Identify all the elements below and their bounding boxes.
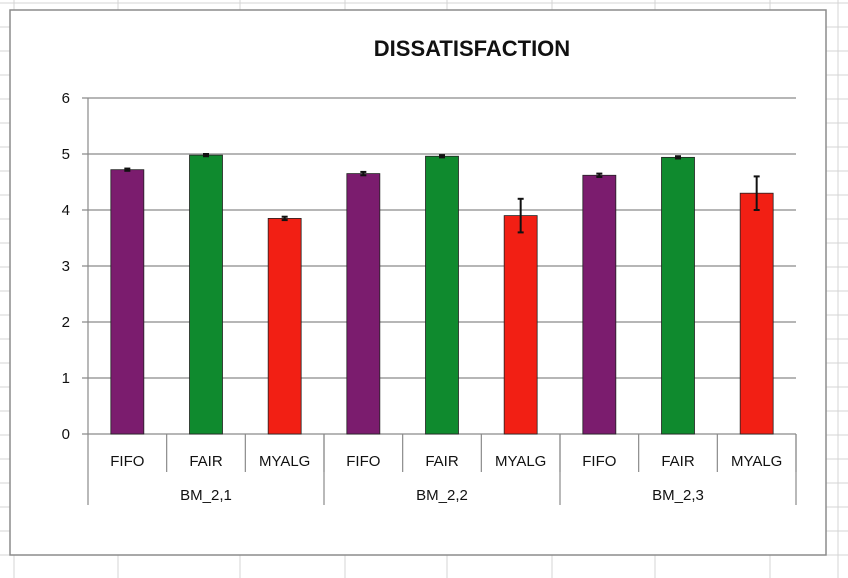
- error-bar: [439, 154, 445, 159]
- x-group-label: BM_2,2: [416, 487, 468, 504]
- y-axis-tick-labels: 0 1 2 3 4 5 6: [62, 90, 70, 443]
- y-tick-label: 1: [62, 370, 70, 387]
- bar-fifo: [110, 169, 145, 435]
- error-bar: [360, 170, 367, 177]
- x-axis: FIFO FAIR MYALG FIFO FAIR MYALG FIFO FAIR MYALG B…: [87, 434, 797, 505]
- bar-fifo: [346, 173, 381, 435]
- error-bars: [124, 153, 760, 234]
- y-tick-label: 2: [62, 314, 70, 331]
- error-bar: [124, 167, 131, 172]
- bars: [110, 154, 774, 435]
- y-tick-label: 5: [62, 146, 70, 163]
- x-tick-label: FAIR: [661, 453, 695, 470]
- y-tick-label: 3: [62, 258, 70, 275]
- chart-title: DISSATISFACTION: [374, 36, 570, 61]
- y-tick-label: 6: [62, 90, 70, 107]
- bar-fair: [189, 154, 223, 435]
- bar-fair: [425, 155, 459, 435]
- x-tick-label: FIFO: [110, 453, 144, 470]
- x-group-label: BM_2,3: [652, 487, 704, 504]
- error-bar: [517, 197, 524, 234]
- x-group-label: BM_2,1: [180, 487, 232, 504]
- error-bar: [203, 153, 209, 158]
- y-tick-label: 0: [62, 426, 70, 443]
- x-tick-label: MYALG: [495, 453, 546, 470]
- bar-myalg: [503, 215, 538, 435]
- x-tick-label: MYALG: [731, 453, 782, 470]
- x-tick-label: MYALG: [259, 453, 310, 470]
- error-bar: [753, 175, 760, 211]
- error-bar: [675, 155, 681, 160]
- bar-myalg: [267, 217, 302, 435]
- error-bar: [596, 172, 603, 178]
- bar-fair: [661, 156, 695, 435]
- y-tick-label: 4: [62, 202, 70, 219]
- bar-myalg: [739, 192, 774, 435]
- error-bar: [281, 215, 288, 222]
- x-tick-label: FAIR: [189, 453, 223, 470]
- bar-fifo: [582, 174, 617, 435]
- x-tick-label: FIFO: [582, 453, 616, 470]
- x-tick-label: FAIR: [425, 453, 459, 470]
- x-tick-label: FIFO: [346, 453, 380, 470]
